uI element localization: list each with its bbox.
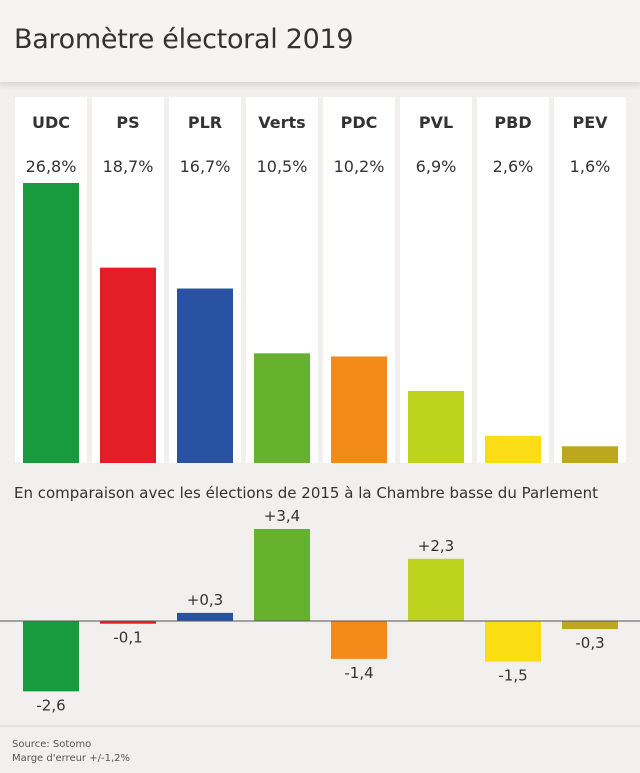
- bar-pbd: [485, 435, 541, 463]
- margin-of-error-text: Marge d'erreur +/-1,2%: [12, 753, 130, 764]
- bar-ps: [100, 267, 156, 463]
- diff-bar-udc: [23, 621, 79, 692]
- bar-pdc: [331, 356, 387, 463]
- column-panel-pbd: [477, 97, 549, 463]
- diff-label-ps: -0,1: [113, 629, 142, 647]
- source-note: Source: Sotomo Marge d'erreur +/-1,2%: [12, 738, 130, 766]
- party-label-ps: PS: [116, 113, 139, 132]
- footer-divider: [0, 725, 640, 727]
- diff-bar-pdc: [331, 621, 387, 659]
- diff-bar-verts: [254, 529, 310, 621]
- bar-plr: [177, 288, 233, 463]
- bar-pev: [562, 446, 618, 463]
- chart-title: Baromètre électoral 2019: [14, 24, 354, 55]
- header: Baromètre électoral 2019: [0, 0, 640, 82]
- value-label-verts: 10,5%: [257, 157, 308, 176]
- party-label-pbd: PBD: [494, 113, 531, 132]
- source-text: Source: Sotomo: [12, 739, 92, 750]
- diff-label-verts: +3,4: [264, 507, 300, 525]
- party-label-verts: Verts: [258, 113, 305, 132]
- diff-label-udc: -2,6: [36, 696, 65, 714]
- value-label-pbd: 2,6%: [493, 157, 534, 176]
- diff-label-pbd: -1,5: [498, 667, 527, 685]
- diff-label-plr: +0,3: [187, 591, 223, 609]
- value-label-pev: 1,6%: [570, 157, 611, 176]
- bar-pvl: [408, 390, 464, 463]
- party-label-udc: UDC: [32, 113, 70, 132]
- party-label-plr: PLR: [188, 113, 222, 132]
- diff-bar-plr: [177, 612, 233, 621]
- bar-verts: [254, 353, 310, 463]
- party-label-pev: PEV: [572, 113, 608, 132]
- party-label-pdc: PDC: [341, 113, 378, 132]
- column-panel-pev: [554, 97, 626, 463]
- party-label-pvl: PVL: [419, 113, 453, 132]
- value-label-pvl: 6,9%: [416, 157, 457, 176]
- diff-label-pvl: +2,3: [418, 537, 454, 555]
- value-label-pdc: 10,2%: [334, 157, 385, 176]
- chart-subtitle: En comparaison avec les élections de 201…: [14, 484, 598, 502]
- diff-label-pdc: -1,4: [344, 664, 373, 682]
- diff-bar-pvl: [408, 558, 464, 621]
- value-label-udc: 26,8%: [26, 157, 77, 176]
- bar-udc: [23, 183, 79, 463]
- value-label-plr: 16,7%: [180, 157, 231, 176]
- diff-bar-pev: [562, 621, 618, 630]
- diff-label-pev: -0,3: [575, 634, 604, 652]
- value-label-ps: 18,7%: [103, 157, 154, 176]
- diff-bar-pbd: [485, 621, 541, 662]
- diff-bar-ps: [100, 621, 156, 624]
